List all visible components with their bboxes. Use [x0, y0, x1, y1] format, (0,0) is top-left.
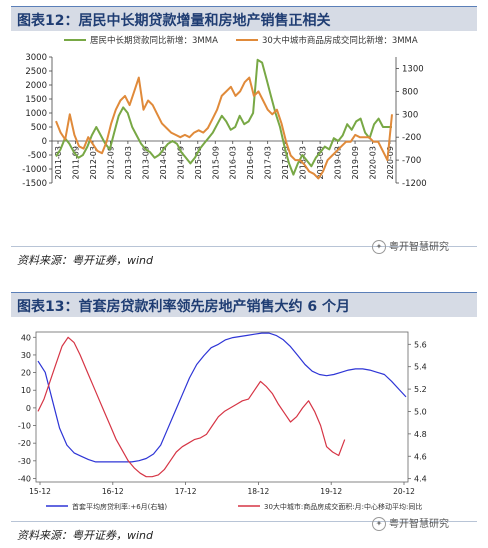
x-tick-label-10: 2016-03	[229, 146, 238, 179]
x-tick-label-4: 2013-03	[124, 146, 133, 179]
left-tick-label-0: 3000	[25, 53, 47, 63]
figure-13-source: 资料来源：粤开证券，wind	[17, 529, 154, 542]
left-tick-label-4: 0	[26, 404, 31, 413]
left-tick-label-4: 1000	[25, 109, 47, 119]
x-tick-label-13: 2017-09	[281, 146, 290, 179]
x-tick-label-3: 2012-09	[106, 146, 115, 179]
right-tick-label-5: -1200	[402, 179, 427, 189]
legend-label-1: 30大中城市:商品房成交面积:月:中心移动平均:同比	[264, 502, 422, 511]
plot-frame	[35, 331, 409, 483]
right-tick-label-0: 5.6	[414, 340, 427, 349]
figure-13-brand-label: 粤开智慧研究	[389, 519, 449, 530]
left-tick-label-6: 0	[42, 137, 47, 147]
left-tick-label-7: -500	[28, 151, 47, 161]
left-tick-label-1: 30	[21, 351, 31, 360]
right-tick-label-3: 5.0	[414, 407, 427, 416]
x-tick-label-1: 16-12	[102, 487, 124, 496]
figure-13-brand: ✦ 粤开智慧研究	[372, 515, 449, 531]
x-tick-label-4: 19-12	[320, 487, 342, 496]
x-tick-label-1: 2011-09	[71, 146, 80, 179]
x-tick-label-5: 2013-09	[141, 146, 150, 179]
figure-12-brand-label: 粤开智慧研究	[389, 242, 449, 253]
x-tick-label-19: 2020-09	[386, 146, 395, 179]
right-tick-label-4: -700	[402, 156, 421, 166]
figure-12-divider	[11, 246, 477, 247]
figure-13-title: 图表13：首套房贷款利率领先房地产销售大约 6 个月	[17, 299, 350, 315]
x-tick-label-17: 2019-09	[351, 146, 360, 179]
left-tick-label-5: -10	[18, 422, 31, 431]
x-tick-label-2: 17-12	[175, 487, 197, 496]
right-tick-label-1: 5.4	[414, 363, 427, 372]
x-tick-label-3: 18-12	[248, 487, 270, 496]
x-tick-label-6: 2014-03	[159, 146, 168, 179]
right-tick-label-1: 800	[402, 87, 418, 97]
x-tick-label-0: 15-12	[29, 487, 51, 496]
left-tick-label-7: -30	[18, 457, 31, 466]
figure-13-title-bar: 图表13：首套房贷款利率领先房地产销售大约 6 个月	[11, 292, 477, 317]
right-tick-label-2: 5.2	[414, 385, 427, 394]
left-tick-label-1: 2500	[25, 67, 47, 77]
series-line-1	[55, 76, 393, 180]
right-tick-label-4: 4.8	[414, 430, 427, 439]
x-tick-label-9: 2015-09	[211, 146, 220, 179]
left-tick-label-3: 1500	[25, 95, 47, 105]
x-tick-label-0: 2011-03	[54, 146, 63, 179]
right-tick-label-6: 4.4	[414, 475, 427, 484]
figure-12-brand: ✦ 粤开智慧研究	[372, 238, 449, 254]
figure-13-divider	[11, 521, 477, 522]
figure-12-title: 图表12：居民中长期贷款增量和房地产销售正相关	[17, 13, 331, 29]
right-tick-label-0: 1300	[402, 64, 424, 74]
left-tick-label-5: 500	[31, 123, 47, 133]
wechat-icon: ✦	[372, 240, 386, 254]
x-tick-label-7: 2014-09	[176, 146, 185, 179]
x-tick-label-12: 2017-03	[264, 146, 273, 179]
x-tick-label-11: 2016-09	[246, 146, 255, 179]
legend-label-0: 首套平均房贷利率:+6月(右轴)	[72, 502, 167, 511]
left-tick-label-8: -40	[18, 474, 31, 483]
series-line-1	[37, 336, 346, 478]
left-tick-label-8: -1000	[22, 165, 47, 175]
figure-12-chart: 居民中长期贷款同比新增：3MMA 30大中城市商品房成交同比新增：3MMA3000…	[22, 35, 427, 189]
wechat-icon: ✦	[372, 517, 386, 531]
x-tick-label-15: 2018-09	[316, 146, 325, 179]
series-line-0	[55, 58, 392, 176]
left-tick-label-6: -20	[18, 439, 31, 448]
figure-12-source: 资料来源：粤开证券，wind	[17, 254, 154, 267]
left-tick-label-2: 20	[21, 369, 31, 378]
figure-13-chart: 40 30 20 10 0 -10 -20 -30 -40 5.6 5.4 5.2 5.0 4.8 4.6 4…	[18, 331, 427, 511]
legend-label-1: 30大中城市商品房成交同比新增：3MMA	[262, 35, 418, 46]
x-tick-label-2: 2012-03	[89, 146, 98, 179]
right-tick-label-3: -200	[402, 133, 421, 143]
right-tick-label-2: 300	[402, 110, 418, 120]
legend-label-0: 居民中长期贷款同比新增：3MMA	[90, 35, 218, 46]
left-tick-label-0: 40	[21, 333, 31, 342]
left-tick-label-2: 2000	[25, 81, 47, 91]
x-tick-label-18: 2020-03	[369, 146, 378, 179]
left-tick-label-3: 10	[21, 386, 31, 395]
x-tick-label-5: 20-12	[393, 487, 415, 496]
x-tick-label-16: 2019-03	[334, 146, 343, 179]
left-tick-label-9: -1500	[22, 179, 47, 189]
right-tick-label-5: 4.6	[414, 452, 427, 461]
x-tick-label-8: 2015-03	[194, 146, 203, 179]
series-line-0	[37, 332, 407, 463]
figure-12-title-bar: 图表12：居民中长期贷款增量和房地产销售正相关	[11, 6, 477, 31]
